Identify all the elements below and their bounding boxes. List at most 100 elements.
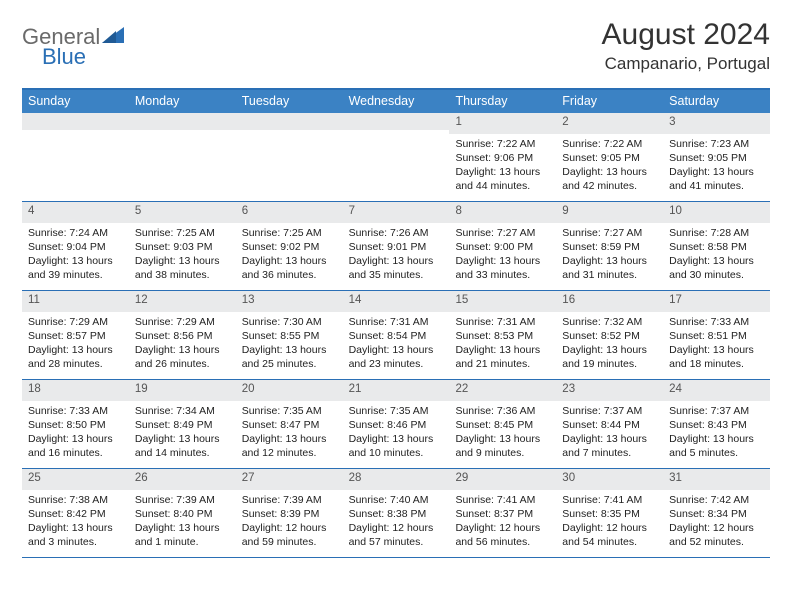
day-line: Daylight: 13 hours xyxy=(28,343,123,357)
day-content: Sunrise: 7:33 AMSunset: 8:50 PMDaylight:… xyxy=(22,401,129,465)
day-line: and 14 minutes. xyxy=(135,446,230,460)
calendar-day: 22Sunrise: 7:36 AMSunset: 8:45 PMDayligh… xyxy=(449,380,556,468)
brand-part2: Blue xyxy=(42,44,86,69)
title-block: August 2024 Campanario, Portugal xyxy=(602,18,770,74)
day-number: 22 xyxy=(449,380,556,401)
day-line: Sunset: 9:03 PM xyxy=(135,240,230,254)
day-number: 3 xyxy=(663,113,770,134)
day-line: Sunrise: 7:24 AM xyxy=(28,226,123,240)
day-line: Sunset: 9:04 PM xyxy=(28,240,123,254)
calendar-day: 19Sunrise: 7:34 AMSunset: 8:49 PMDayligh… xyxy=(129,380,236,468)
day-line: Daylight: 13 hours xyxy=(669,343,764,357)
calendar-day: 28Sunrise: 7:40 AMSunset: 8:38 PMDayligh… xyxy=(343,469,450,557)
day-line: and 57 minutes. xyxy=(349,535,444,549)
day-line: Sunset: 8:34 PM xyxy=(669,507,764,521)
day-content: Sunrise: 7:42 AMSunset: 8:34 PMDaylight:… xyxy=(663,490,770,554)
day-line: Sunset: 8:47 PM xyxy=(242,418,337,432)
day-line: Sunset: 8:38 PM xyxy=(349,507,444,521)
day-number: 9 xyxy=(556,202,663,223)
day-line: Sunset: 9:00 PM xyxy=(455,240,550,254)
calendar-day: 5Sunrise: 7:25 AMSunset: 9:03 PMDaylight… xyxy=(129,202,236,290)
calendar-day: 1Sunrise: 7:22 AMSunset: 9:06 PMDaylight… xyxy=(449,113,556,201)
day-content: Sunrise: 7:40 AMSunset: 8:38 PMDaylight:… xyxy=(343,490,450,554)
day-number: 13 xyxy=(236,291,343,312)
day-content xyxy=(343,130,450,137)
calendar-day: 20Sunrise: 7:35 AMSunset: 8:47 PMDayligh… xyxy=(236,380,343,468)
day-content: Sunrise: 7:35 AMSunset: 8:46 PMDaylight:… xyxy=(343,401,450,465)
day-content: Sunrise: 7:24 AMSunset: 9:04 PMDaylight:… xyxy=(22,223,129,287)
day-line: Sunset: 8:52 PM xyxy=(562,329,657,343)
day-number: 18 xyxy=(22,380,129,401)
day-number: 12 xyxy=(129,291,236,312)
day-line: and 7 minutes. xyxy=(562,446,657,460)
day-line: and 39 minutes. xyxy=(28,268,123,282)
calendar-day xyxy=(129,113,236,201)
day-line: Sunset: 9:01 PM xyxy=(349,240,444,254)
day-content: Sunrise: 7:38 AMSunset: 8:42 PMDaylight:… xyxy=(22,490,129,554)
calendar-day xyxy=(343,113,450,201)
day-line: Sunset: 9:02 PM xyxy=(242,240,337,254)
day-line: Sunset: 8:37 PM xyxy=(455,507,550,521)
calendar-grid: Sunday Monday Tuesday Wednesday Thursday… xyxy=(22,88,770,558)
calendar-day: 3Sunrise: 7:23 AMSunset: 9:05 PMDaylight… xyxy=(663,113,770,201)
day-line: Daylight: 13 hours xyxy=(242,432,337,446)
day-content: Sunrise: 7:34 AMSunset: 8:49 PMDaylight:… xyxy=(129,401,236,465)
day-line: Sunset: 9:06 PM xyxy=(455,151,550,165)
day-header: Saturday xyxy=(663,90,770,113)
day-content: Sunrise: 7:32 AMSunset: 8:52 PMDaylight:… xyxy=(556,312,663,376)
day-number: 15 xyxy=(449,291,556,312)
day-line: Daylight: 13 hours xyxy=(669,432,764,446)
calendar-day: 4Sunrise: 7:24 AMSunset: 9:04 PMDaylight… xyxy=(22,202,129,290)
day-line: Daylight: 13 hours xyxy=(135,254,230,268)
day-line: Sunrise: 7:39 AM xyxy=(135,493,230,507)
day-line: Sunset: 8:53 PM xyxy=(455,329,550,343)
day-number: 25 xyxy=(22,469,129,490)
day-line: Daylight: 12 hours xyxy=(242,521,337,535)
day-line: Sunrise: 7:22 AM xyxy=(562,137,657,151)
day-line: Daylight: 13 hours xyxy=(455,165,550,179)
day-content: Sunrise: 7:26 AMSunset: 9:01 PMDaylight:… xyxy=(343,223,450,287)
day-line: Sunrise: 7:37 AM xyxy=(562,404,657,418)
calendar-day: 9Sunrise: 7:27 AMSunset: 8:59 PMDaylight… xyxy=(556,202,663,290)
day-content: Sunrise: 7:30 AMSunset: 8:55 PMDaylight:… xyxy=(236,312,343,376)
day-content: Sunrise: 7:37 AMSunset: 8:44 PMDaylight:… xyxy=(556,401,663,465)
day-line: Daylight: 13 hours xyxy=(562,343,657,357)
day-number: 11 xyxy=(22,291,129,312)
day-line: and 28 minutes. xyxy=(28,357,123,371)
day-line: Daylight: 13 hours xyxy=(349,254,444,268)
calendar-day: 18Sunrise: 7:33 AMSunset: 8:50 PMDayligh… xyxy=(22,380,129,468)
calendar-day: 31Sunrise: 7:42 AMSunset: 8:34 PMDayligh… xyxy=(663,469,770,557)
day-number: 20 xyxy=(236,380,343,401)
day-line: Daylight: 13 hours xyxy=(455,343,550,357)
day-line: Sunset: 8:50 PM xyxy=(28,418,123,432)
day-line: Daylight: 13 hours xyxy=(669,254,764,268)
day-line: and 21 minutes. xyxy=(455,357,550,371)
day-line: Sunrise: 7:31 AM xyxy=(349,315,444,329)
calendar-day: 16Sunrise: 7:32 AMSunset: 8:52 PMDayligh… xyxy=(556,291,663,379)
day-content: Sunrise: 7:31 AMSunset: 8:53 PMDaylight:… xyxy=(449,312,556,376)
day-line: and 54 minutes. xyxy=(562,535,657,549)
calendar-day: 27Sunrise: 7:39 AMSunset: 8:39 PMDayligh… xyxy=(236,469,343,557)
day-header: Friday xyxy=(556,90,663,113)
day-number: 6 xyxy=(236,202,343,223)
calendar-day: 12Sunrise: 7:29 AMSunset: 8:56 PMDayligh… xyxy=(129,291,236,379)
day-line: and 1 minute. xyxy=(135,535,230,549)
day-line: Sunset: 8:45 PM xyxy=(455,418,550,432)
calendar-day: 8Sunrise: 7:27 AMSunset: 9:00 PMDaylight… xyxy=(449,202,556,290)
day-line: Sunset: 8:46 PM xyxy=(349,418,444,432)
day-line: and 30 minutes. xyxy=(669,268,764,282)
day-line: and 23 minutes. xyxy=(349,357,444,371)
day-line: Daylight: 12 hours xyxy=(669,521,764,535)
day-line: Daylight: 13 hours xyxy=(242,343,337,357)
day-number: 17 xyxy=(663,291,770,312)
day-line: and 16 minutes. xyxy=(28,446,123,460)
day-line: and 18 minutes. xyxy=(669,357,764,371)
day-line: Daylight: 13 hours xyxy=(135,432,230,446)
day-line: Sunset: 8:44 PM xyxy=(562,418,657,432)
day-line: Daylight: 13 hours xyxy=(562,254,657,268)
day-line: Daylight: 12 hours xyxy=(562,521,657,535)
day-content: Sunrise: 7:25 AMSunset: 9:03 PMDaylight:… xyxy=(129,223,236,287)
day-line: and 3 minutes. xyxy=(28,535,123,549)
day-line: Sunrise: 7:26 AM xyxy=(349,226,444,240)
calendar-page: General August 2024 Campanario, Portugal… xyxy=(0,0,792,558)
